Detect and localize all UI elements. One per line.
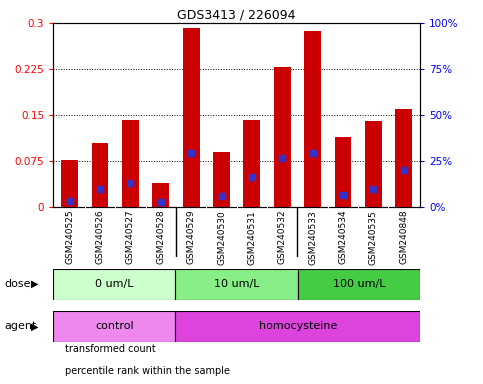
Text: GSM240526: GSM240526 bbox=[96, 210, 105, 265]
Text: GSM240534: GSM240534 bbox=[339, 210, 347, 265]
Point bbox=[66, 198, 74, 204]
Bar bbox=[61, 160, 78, 207]
Bar bbox=[243, 119, 260, 207]
Text: GSM240530: GSM240530 bbox=[217, 210, 226, 265]
Text: dose: dose bbox=[5, 279, 31, 289]
Bar bbox=[175, 311, 420, 342]
Point bbox=[248, 174, 256, 180]
Point bbox=[339, 192, 347, 198]
Bar bbox=[213, 152, 230, 207]
Bar bbox=[304, 31, 321, 207]
Text: GSM240527: GSM240527 bbox=[126, 210, 135, 265]
Bar bbox=[365, 121, 382, 207]
Text: GSM240528: GSM240528 bbox=[156, 210, 165, 265]
Point bbox=[369, 186, 377, 192]
Text: ▶: ▶ bbox=[31, 279, 39, 289]
Bar bbox=[274, 67, 290, 207]
Bar bbox=[92, 143, 109, 207]
Title: GDS3413 / 226094: GDS3413 / 226094 bbox=[177, 9, 296, 22]
Text: 100 um/L: 100 um/L bbox=[333, 279, 385, 289]
Text: GSM240531: GSM240531 bbox=[247, 210, 256, 265]
Point bbox=[309, 150, 316, 156]
Bar bbox=[335, 137, 351, 207]
Text: GSM240535: GSM240535 bbox=[369, 210, 378, 265]
Bar bbox=[395, 109, 412, 207]
Point bbox=[127, 180, 134, 186]
Bar bbox=[122, 120, 139, 207]
Text: GSM240532: GSM240532 bbox=[278, 210, 287, 265]
Text: GSM240525: GSM240525 bbox=[65, 210, 74, 265]
Text: GSM240529: GSM240529 bbox=[186, 210, 196, 265]
Text: transformed count: transformed count bbox=[65, 344, 156, 354]
Text: ▶: ▶ bbox=[31, 321, 39, 331]
Text: agent: agent bbox=[5, 321, 37, 331]
Point bbox=[399, 167, 407, 174]
Bar bbox=[53, 311, 175, 342]
Bar bbox=[298, 269, 420, 300]
Text: 10 um/L: 10 um/L bbox=[214, 279, 259, 289]
Point bbox=[157, 199, 165, 205]
Point bbox=[187, 150, 195, 156]
Text: 0 um/L: 0 um/L bbox=[95, 279, 134, 289]
Bar bbox=[53, 269, 175, 300]
Bar bbox=[153, 183, 169, 207]
Point bbox=[278, 155, 286, 161]
Text: control: control bbox=[95, 321, 134, 331]
Point bbox=[218, 193, 226, 199]
Text: percentile rank within the sample: percentile rank within the sample bbox=[65, 366, 230, 376]
Bar bbox=[183, 28, 199, 207]
Text: GSM240848: GSM240848 bbox=[399, 210, 408, 265]
Text: GSM240533: GSM240533 bbox=[308, 210, 317, 265]
Text: homocysteine: homocysteine bbox=[259, 321, 337, 331]
Point bbox=[96, 186, 104, 192]
Bar bbox=[175, 269, 298, 300]
